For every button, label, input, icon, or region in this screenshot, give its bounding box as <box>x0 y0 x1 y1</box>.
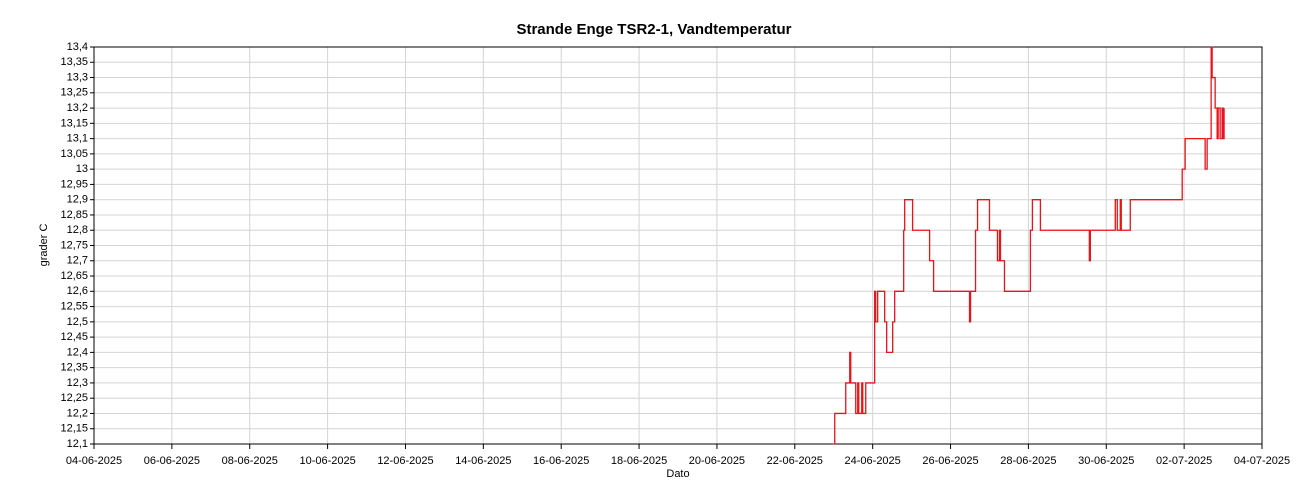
x-tick-label: 02-07-2025 <box>1156 455 1212 467</box>
y-tick-label: 13,35 <box>60 56 88 68</box>
y-tick-label: 12,65 <box>60 270 88 282</box>
y-tick-label: 13,3 <box>67 71 88 83</box>
y-tick-label: 13,2 <box>67 102 88 114</box>
x-tick-label: 10-06-2025 <box>299 455 355 467</box>
y-tick-label: 12,6 <box>67 285 88 297</box>
y-axis-label: grader C <box>38 224 50 267</box>
y-tick-label: 12,25 <box>60 392 88 404</box>
x-tick-label: 18-06-2025 <box>611 455 667 467</box>
chart-title: Strande Enge TSR2-1, Vandtemperatur <box>516 21 791 38</box>
y-tick-label: 12,75 <box>60 239 88 251</box>
x-tick-label: 26-06-2025 <box>922 455 978 467</box>
y-tick-label: 13,05 <box>60 148 88 160</box>
y-tick-label: 12,95 <box>60 178 88 190</box>
y-tick-label: 12,2 <box>67 407 88 419</box>
data-line <box>832 46 1225 445</box>
y-tick-label: 12,7 <box>67 255 88 267</box>
y-tick-label: 13,1 <box>67 133 88 145</box>
x-tick-label: 04-07-2025 <box>1234 455 1290 467</box>
y-tick-label: 12,35 <box>60 362 88 374</box>
y-tick-label: 12,9 <box>67 194 88 206</box>
y-tick-label: 12,5 <box>67 316 88 328</box>
y-tick-label: 13 <box>76 163 88 175</box>
y-tick-label: 12,4 <box>67 346 88 358</box>
x-tick-label: 20-06-2025 <box>689 455 745 467</box>
y-tick-label: 12,45 <box>60 331 88 343</box>
y-tick-label: 13,15 <box>60 117 88 129</box>
x-tick-label: 30-06-2025 <box>1078 455 1134 467</box>
x-tick-label: 14-06-2025 <box>455 455 511 467</box>
x-tick-label: 28-06-2025 <box>1000 455 1056 467</box>
x-tick-label: 08-06-2025 <box>222 455 278 467</box>
y-tick-label: 12,15 <box>60 423 88 435</box>
y-tick-label: 13,25 <box>60 87 88 99</box>
x-tick-label: 24-06-2025 <box>845 455 901 467</box>
y-tick-label: 12,55 <box>60 300 88 312</box>
x-axis-label: Dato <box>666 468 689 480</box>
x-tick-label: 22-06-2025 <box>767 455 823 467</box>
y-tick-label: 12,85 <box>60 209 88 221</box>
y-tick-label: 12,1 <box>67 438 88 450</box>
y-tick-label: 12,8 <box>67 224 88 236</box>
y-tick-label: 13,4 <box>67 41 88 53</box>
x-tick-label: 16-06-2025 <box>533 455 589 467</box>
y-tick-label: 12,3 <box>67 377 88 389</box>
x-tick-label: 04-06-2025 <box>66 455 122 467</box>
plot-frame <box>93 46 1263 445</box>
x-tick-label: 12-06-2025 <box>377 455 433 467</box>
x-tick-label: 06-06-2025 <box>144 455 200 467</box>
